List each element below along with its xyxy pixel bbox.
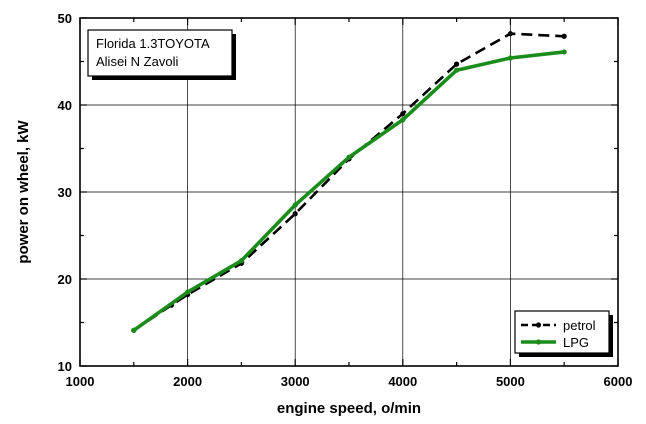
- series-point-lpg: [292, 202, 298, 208]
- y-axis-title: power on wheel, kW: [15, 119, 32, 263]
- series-point-petrol: [400, 111, 406, 117]
- x-tick-label: 6000: [604, 374, 633, 389]
- info-box-line-2: Alisei N Zavoli: [96, 54, 178, 69]
- x-tick-label: 1000: [66, 374, 95, 389]
- series-layer: [131, 31, 567, 333]
- series-point-lpg: [131, 327, 137, 333]
- series-point-lpg: [400, 117, 406, 123]
- info-box-line-1: Florida 1.3TOYOTA: [96, 36, 210, 51]
- series-point-lpg: [238, 258, 244, 264]
- legend-lpg-label: LPG: [563, 335, 589, 350]
- series-point-lpg: [507, 55, 513, 61]
- series-point-lpg: [454, 67, 460, 73]
- x-tick-label: 4000: [388, 374, 417, 389]
- series-point-lpg: [185, 289, 191, 295]
- y-tick-label: 40: [58, 98, 72, 113]
- series-point-petrol: [507, 31, 513, 37]
- series-point-lpg: [346, 154, 352, 160]
- info-box: Florida 1.3TOYOTA Alisei N Zavoli: [87, 29, 236, 80]
- y-tick-label: 30: [58, 185, 72, 200]
- ticks: 1000 2000 3000 4000 5000 6000 10 20 30 40 50: [58, 11, 633, 389]
- y-tick-label: 20: [58, 272, 72, 287]
- x-axis-title: engine speed, o/min: [277, 400, 421, 417]
- x-tick-label: 2000: [173, 374, 202, 389]
- y-tick-label: 50: [58, 11, 72, 26]
- legend-lpg-marker: [535, 339, 542, 345]
- series-point-petrol: [561, 33, 567, 39]
- series-point-petrol: [454, 61, 460, 67]
- x-tick-label: 5000: [496, 374, 525, 389]
- legend: petrol LPG: [514, 310, 613, 357]
- legend-frame: [514, 310, 610, 354]
- legend-petrol-label: petrol: [563, 318, 596, 333]
- info-box-frame: [87, 29, 233, 77]
- series-point-petrol: [292, 211, 298, 217]
- series-point-lpg: [561, 49, 567, 55]
- legend-petrol-marker: [535, 322, 542, 328]
- y-tick-label: 10: [58, 359, 72, 374]
- x-tick-label: 3000: [281, 374, 310, 389]
